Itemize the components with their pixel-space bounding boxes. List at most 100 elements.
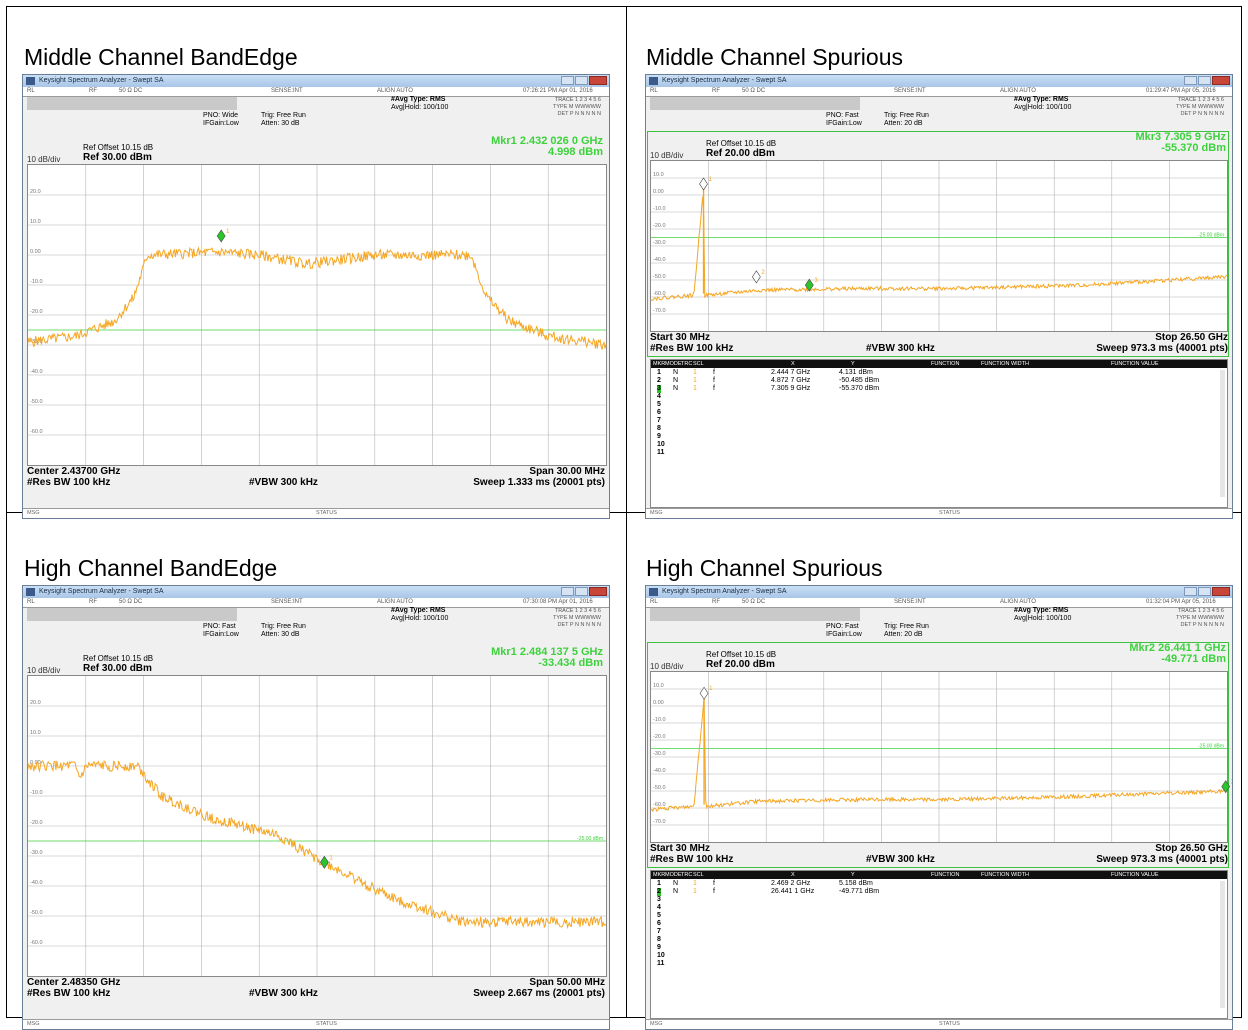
- table-row[interactable]: 7: [651, 417, 1227, 425]
- cell-scl: f: [713, 880, 715, 887]
- message-bar: MSG STATUS: [23, 508, 609, 518]
- analyzer-window: Keysight Spectrum Analyzer - Swept SA RL R…: [22, 74, 610, 519]
- avg-type: #Avg Type: RMS: [391, 607, 446, 614]
- footer-start: Start 30 MHz: [650, 332, 711, 343]
- spectrum-plot[interactable]: 20.0 10.0 0.00 -10.0 -20.0 -30.0 -40.0 -50.0 -60…: [27, 675, 607, 977]
- table-scrollbar[interactable]: [1220, 881, 1225, 1008]
- ref-level: Ref 30.00 dBm: [83, 663, 152, 674]
- avg-hold: Avg|Hold: 100/100: [391, 615, 449, 622]
- column-header: FUNCTION VALUE: [1111, 872, 1159, 878]
- y-tick-label: -50.0: [30, 910, 43, 916]
- softkey-bar[interactable]: [27, 608, 237, 621]
- spectrum-plot[interactable]: 10.0 0.00 -10.0 -20.0 -30.0 -40.0 -50.0 -60.0 -7…: [650, 160, 1228, 332]
- window-titlebar[interactable]: Keysight Spectrum Analyzer - Swept SA: [646, 586, 1232, 598]
- minimize-button[interactable]: [1184, 76, 1197, 85]
- rl-label: RL: [650, 88, 658, 94]
- maximize-button[interactable]: [575, 76, 588, 85]
- rl-label: RL: [27, 599, 35, 605]
- table-row[interactable]: 10: [651, 952, 1227, 960]
- spectrum-plot[interactable]: 20.0 10.0 0.00 -10.0 -20.0 -30.0 -40.0 -50.0 -60…: [27, 164, 607, 466]
- table-row[interactable]: 8: [651, 936, 1227, 944]
- footer-sweep: Sweep 1.333 ms (20001 pts): [473, 477, 605, 488]
- table-row[interactable]: 4: [651, 904, 1227, 912]
- table-row[interactable]: 1 N 1 f 2.469 2 GHz 5.158 dBm: [651, 880, 1227, 888]
- instrument-status-bar: RL RF 50 Ω DC SENSE:INT ALIGN AUTO 01:32:04 P…: [646, 598, 1232, 608]
- y-tick-label: -20.0: [30, 309, 43, 315]
- row-number: 1: [657, 369, 661, 376]
- maximize-button[interactable]: [1198, 587, 1211, 596]
- y-tick-label: 10.0: [653, 172, 664, 178]
- marker-diamond: [752, 270, 761, 284]
- table-row[interactable]: 11: [651, 960, 1227, 968]
- plot-frame: [647, 642, 1229, 868]
- softkey-bar[interactable]: [650, 608, 860, 621]
- footer-rbw: #Res BW 100 kHz: [27, 988, 111, 999]
- minimize-button[interactable]: [561, 76, 574, 85]
- marker-number: 1: [709, 177, 713, 183]
- table-row[interactable]: 10: [651, 441, 1227, 449]
- table-row[interactable]: 5: [651, 912, 1227, 920]
- table-row[interactable]: 5: [651, 401, 1227, 409]
- table-row[interactable]: 2 N 1 f 4.872 7 GHz -50.485 dBm: [651, 377, 1227, 385]
- table-scrollbar[interactable]: [1220, 370, 1225, 497]
- scale-label: 10 dB/div: [27, 155, 61, 164]
- plot-frame: [647, 131, 1229, 357]
- close-button[interactable]: [589, 587, 607, 596]
- ifgain-setting: IFGain:Low: [203, 120, 239, 127]
- y-tick-label: -50.0: [653, 274, 666, 280]
- minimize-button[interactable]: [1184, 587, 1197, 596]
- analyzer-window: Keysight Spectrum Analyzer - Swept SA RL R…: [22, 585, 610, 1030]
- rl-label: RL: [650, 599, 658, 605]
- window-titlebar[interactable]: Keysight Spectrum Analyzer - Swept SA: [23, 586, 609, 598]
- marker-number: 1: [709, 686, 713, 692]
- spectrum-plot[interactable]: 10.0 0.00 -10.0 -20.0 -30.0 -40.0 -50.0 -60.0 -7…: [650, 671, 1232, 843]
- window-titlebar[interactable]: Keysight Spectrum Analyzer - Swept SA: [646, 75, 1232, 87]
- table-row[interactable]: 6: [651, 920, 1227, 928]
- table-row[interactable]: 7: [651, 928, 1227, 936]
- close-button[interactable]: [1212, 587, 1230, 596]
- cell-mode: N: [673, 369, 679, 376]
- softkey-bar[interactable]: [27, 97, 237, 110]
- avg-hold: Avg|Hold: 100/100: [1014, 615, 1072, 622]
- column-header: X: [791, 361, 795, 367]
- ifgain-setting: IFGain:Low: [826, 631, 862, 638]
- sense-label: SENSE:INT: [894, 88, 926, 94]
- window-title: Keysight Spectrum Analyzer - Swept SA: [662, 77, 787, 84]
- table-row[interactable]: 2 N 1 f 26.441 1 GHz -49.771 dBm: [651, 888, 1227, 896]
- maximize-button[interactable]: [575, 587, 588, 596]
- table-row[interactable]: 4: [651, 393, 1227, 401]
- avg-type: #Avg Type: RMS: [391, 96, 446, 103]
- close-button[interactable]: [1212, 76, 1230, 85]
- spectrum-svg: 20.0 10.0 0.00 -10.0 -20.0 -30.0 -40.0 -50.0 -60…: [27, 676, 607, 976]
- cell-trc: 1: [693, 369, 697, 376]
- window-titlebar[interactable]: Keysight Spectrum Analyzer - Swept SA: [23, 75, 609, 87]
- row-number: 5: [657, 912, 661, 919]
- window-controls: [1184, 587, 1230, 597]
- pno-setting: PNO: Fast: [826, 623, 859, 630]
- app-icon: [649, 77, 658, 85]
- msg-label: MSG: [27, 510, 40, 516]
- minimize-button[interactable]: [561, 587, 574, 596]
- table-row[interactable]: 9: [651, 944, 1227, 952]
- marker-table[interactable]: MKR MODE TRC SCL X Y FUNCTION FUNCTION WIDTH FUN…: [650, 870, 1228, 1019]
- table-row[interactable]: 3 N 1 f 7.305 9 GHz -55.370 dBm: [651, 385, 1227, 393]
- table-row[interactable]: 9: [651, 433, 1227, 441]
- column-header: FUNCTION VALUE: [1111, 361, 1159, 367]
- table-row[interactable]: 11: [651, 449, 1227, 457]
- table-row[interactable]: 1 N 1 f 2.444 7 GHz 4.131 dBm: [651, 369, 1227, 377]
- close-button[interactable]: [589, 76, 607, 85]
- maximize-button[interactable]: [1198, 76, 1211, 85]
- softkey-bar[interactable]: [650, 97, 860, 110]
- cell-mode: N: [673, 377, 679, 384]
- ifgain-setting: IFGain:Low: [203, 631, 239, 638]
- marker-table[interactable]: MKR MODE TRC SCL X Y FUNCTION FUNCTION WIDTH FUN…: [650, 359, 1228, 508]
- y-tick-label: 10.0: [30, 730, 41, 736]
- atten-setting: Atten: 20 dB: [884, 631, 923, 638]
- y-tick-label: -60.0: [653, 802, 666, 808]
- table-row[interactable]: 6: [651, 409, 1227, 417]
- column-header: SCL: [693, 872, 704, 878]
- table-row[interactable]: 3: [651, 896, 1227, 904]
- column-header: X: [791, 872, 795, 878]
- row-number: 8: [657, 425, 661, 432]
- table-row[interactable]: 8: [651, 425, 1227, 433]
